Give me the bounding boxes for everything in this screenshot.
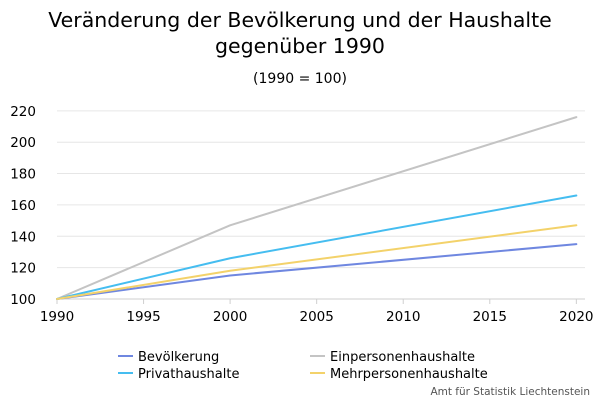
chart-subtitle: (1990 = 100) (253, 71, 347, 87)
series-line-bevölkerung (56, 243, 578, 300)
legend-item[interactable]: Mehrpersonenhaushalte (310, 367, 488, 382)
series-line-einpersonenhaushalte (56, 116, 578, 300)
y-tick-label: 160 (10, 198, 36, 214)
gridlines (57, 110, 585, 269)
chart-title-line-2: gegenüber 1990 (215, 34, 385, 58)
x-tick-label: 2005 (299, 309, 333, 325)
x-tick-label: 2010 (386, 309, 420, 325)
x-tick-label: 1995 (126, 309, 160, 325)
legend-item[interactable]: Einpersonenhaushalte (310, 350, 475, 365)
legend-item[interactable]: Bevölkerung (118, 350, 219, 365)
legend-label: Einpersonenhaushalte (330, 350, 475, 365)
series-lines (56, 116, 578, 300)
axes: 100 120 140 160 180 200 220 1990 1995 2000 2005 201… (10, 104, 593, 325)
series-line-mehrpersonenhaushalte (56, 224, 578, 300)
legend: Bevölkerung Einpersonenhaushalte Privathau… (118, 350, 488, 382)
legend-label: Privathaushalte (138, 367, 239, 382)
y-tick-label: 120 (10, 261, 36, 277)
x-tick-label: 2000 (213, 309, 247, 325)
y-tick-label: 180 (10, 167, 36, 183)
chart-credit: Amt für Statistik Liechtenstein (430, 386, 590, 398)
x-tick-label: 2015 (473, 309, 507, 325)
chart-title-line-1: Veränderung der Bevölkerung und der Haus… (48, 8, 552, 32)
x-tick-label: 1990 (40, 309, 74, 325)
y-tick-label: 220 (10, 104, 36, 120)
legend-item[interactable]: Privathaushalte (118, 367, 239, 382)
legend-label: Mehrpersonenhaushalte (330, 367, 488, 382)
y-tick-label: 100 (10, 292, 36, 308)
series-line-privathaushalte (56, 194, 578, 300)
y-tick-label: 140 (10, 229, 36, 245)
x-tick-label: 2020 (559, 309, 593, 325)
legend-label: Bevölkerung (138, 350, 219, 365)
y-tick-label: 200 (10, 135, 36, 151)
